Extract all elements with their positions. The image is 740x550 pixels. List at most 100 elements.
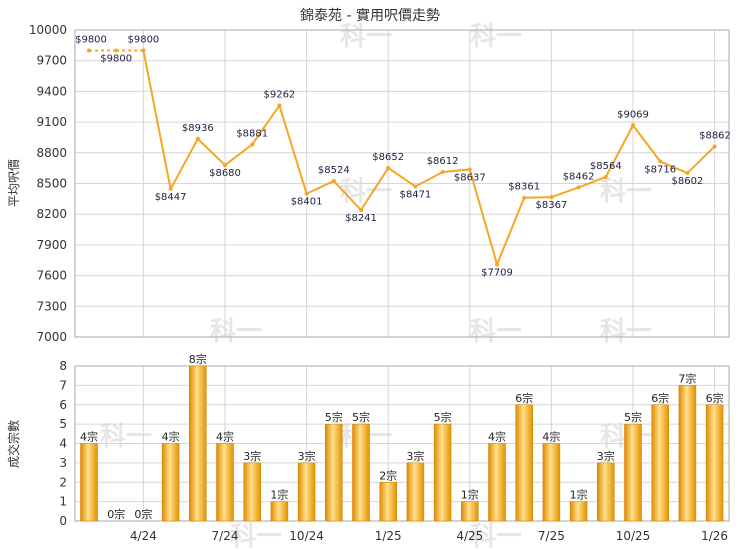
price-line: $9800 $9800 $9800 $8447 $8936 $8680 $8881 $9262…	[75, 34, 731, 278]
volume-bar	[406, 462, 425, 522]
volume-bar	[270, 501, 289, 522]
price-y-tick-label: 9700	[36, 54, 67, 68]
price-line-segment	[224, 143, 253, 166]
price-line-segment	[551, 186, 579, 199]
price-point-label: $8367	[535, 200, 567, 211]
price-point	[277, 103, 282, 108]
volume-bar-label: 8宗	[189, 352, 207, 366]
price-point	[223, 163, 227, 168]
volume-bar-label: 3宗	[597, 449, 615, 463]
volume-bar	[488, 443, 506, 522]
volume-y-tick-label: 3	[59, 456, 67, 470]
x-tick-label: 10/25	[616, 529, 651, 543]
volume-bar-label: 1宗	[570, 488, 588, 502]
price-plot-frame	[74, 29, 730, 338]
price-point	[712, 144, 717, 149]
volume-bar	[216, 443, 234, 522]
volume-y-tick-label: 5	[59, 417, 67, 431]
price-point-label: $8447	[155, 192, 187, 203]
price-point-label: $9069	[617, 109, 649, 120]
price-point-label: $8602	[671, 176, 703, 187]
volume-bar-label: 7宗	[678, 371, 696, 385]
volume-bar-label: 4宗	[80, 430, 98, 444]
volume-bar-label: 5宗	[352, 410, 370, 424]
price-line-segment	[142, 50, 172, 190]
price-line-segment	[604, 124, 634, 178]
price-line-segment	[251, 104, 281, 146]
price-y-tick-label: 8500	[36, 177, 67, 191]
price-point-label: $8401	[291, 197, 323, 208]
price-point	[603, 174, 608, 179]
price-point-label: $8862	[699, 130, 731, 141]
volume-y-tick-label: 1	[59, 495, 67, 509]
price-point	[114, 48, 119, 53]
watermark-text: 科一	[600, 177, 652, 207]
watermark-text: 科一	[340, 22, 392, 52]
price-point	[331, 179, 336, 184]
volume-bar-label: 4宗	[162, 430, 180, 444]
volume-bar-label: 3宗	[298, 449, 316, 463]
price-y-tick-label: 10000	[29, 23, 67, 37]
price-point	[87, 48, 91, 53]
price-point	[658, 159, 663, 164]
price-point-label: $8652	[372, 152, 404, 163]
volume-bar	[325, 423, 343, 522]
watermark-layer: 科一科一科一科一科一科一科一科一科一科一科一科一	[100, 22, 652, 550]
watermark-text: 科一	[470, 22, 522, 52]
volume-bar-label: 4宗	[542, 430, 560, 444]
price-line-segment	[578, 176, 607, 189]
x-tick-label: 10/24	[289, 529, 324, 543]
price-line-segment	[197, 138, 226, 166]
volume-bar	[651, 404, 669, 522]
price-point	[549, 195, 554, 200]
price-line-segment	[686, 145, 716, 174]
x-tick-label: 4/25	[456, 529, 483, 543]
volume-bar-label: 6宗	[515, 391, 533, 405]
volume-y-tick-label: 4	[59, 437, 67, 451]
price-point	[168, 186, 173, 191]
volume-bar	[705, 404, 724, 522]
price-point	[495, 262, 499, 267]
price-point	[250, 142, 255, 147]
volume-bar-label: 5宗	[624, 410, 642, 424]
price-point-label: $8564	[590, 161, 622, 172]
volume-y-ticks: 0 1 2 3 4 5 6 7 8	[59, 359, 67, 528]
price-point	[576, 185, 581, 190]
price-line-segment	[306, 180, 335, 195]
x-tick-label: 1/25	[375, 529, 402, 543]
price-point-label: $9800	[127, 34, 159, 45]
volume-bars: 4宗 0宗 0宗 4宗 8宗 4宗 3宗 1宗 3宗 5宗 5宗 2宗 3宗 5宗 1宗 4宗 6宗 4宗 1宗 3宗…	[80, 352, 724, 522]
volume-bar	[597, 462, 615, 522]
price-point-label: $8716	[644, 164, 676, 175]
price-point-label: $9262	[263, 90, 295, 101]
x-tick-label: 7/25	[538, 529, 565, 543]
price-point-label: $8462	[563, 171, 595, 182]
volume-bar-label: 0宗	[107, 507, 125, 521]
price-point-label: $8612	[427, 156, 459, 167]
price-line-segment	[169, 138, 199, 190]
price-line-segment	[414, 171, 444, 188]
watermark-text: 科一	[470, 317, 522, 347]
price-y-ticks: 7000 7300 7600 7900 8200 8500 8800 9100 9400 9700…	[29, 23, 67, 344]
price-point-label: $8637	[454, 172, 486, 183]
volume-bar	[80, 443, 98, 522]
volume-bar	[161, 443, 180, 522]
volume-bar-label: 4宗	[216, 430, 234, 444]
price-point-label: $9800	[100, 53, 132, 64]
watermark-text: 科一	[100, 422, 152, 452]
price-y-tick-label: 7300	[36, 299, 67, 313]
volume-bar	[569, 501, 588, 522]
volume-bar	[352, 423, 370, 522]
volume-bar	[678, 385, 697, 522]
price-point	[141, 48, 146, 53]
volume-y-tick-label: 8	[59, 359, 67, 373]
volume-bar-label: 5宗	[434, 410, 452, 424]
volume-bar-label: 0宗	[134, 507, 152, 521]
price-y-tick-label: 7000	[36, 330, 67, 344]
volume-bar-label: 1宗	[270, 488, 288, 502]
chart-title: 錦泰苑 - 實用呎價走勢	[300, 7, 440, 24]
volume-y-tick-label: 6	[59, 398, 67, 412]
price-y-tick-label: 9100	[36, 115, 67, 129]
price-point	[359, 208, 363, 213]
price-point	[631, 123, 635, 128]
